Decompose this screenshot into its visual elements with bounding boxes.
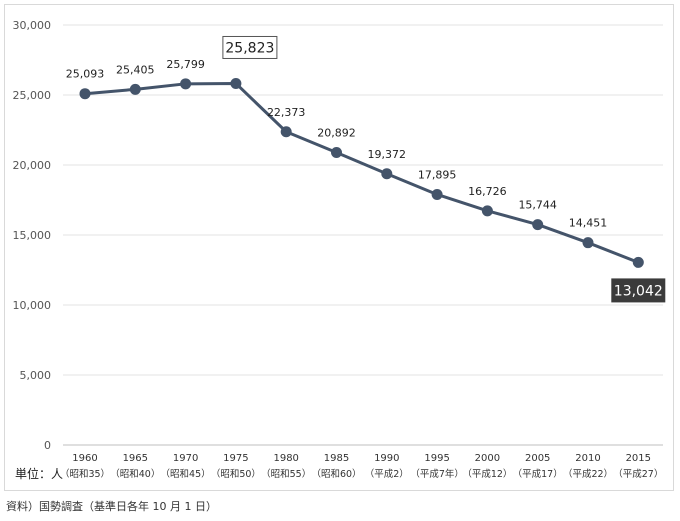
series-line xyxy=(84,81,639,264)
x-tick-sublabel: （昭和40） xyxy=(110,468,160,480)
source-note: 資料）国勢調査（基準日各年 10 月 1 日） xyxy=(6,500,217,513)
data-point xyxy=(129,83,141,95)
x-tick-label: 2010 xyxy=(575,453,600,464)
highlight-label-fill xyxy=(611,278,666,303)
x-tick-label: 1965 xyxy=(123,453,148,464)
data-point xyxy=(79,88,91,100)
x-tick-label: 1980 xyxy=(273,453,298,464)
x-tick-sublabel: （平成17） xyxy=(513,468,563,480)
x-tick-label: 1970 xyxy=(173,453,198,464)
x-axis-ticks: 1960 （昭和35） 1965 （昭和40） 1970 （昭和45） 1975 （昭和50）… xyxy=(60,453,663,480)
x-tick-label: 2005 xyxy=(525,453,550,464)
x-tick-label: 1990 xyxy=(374,453,399,464)
x-tick-sublabel: （平成22） xyxy=(563,468,613,480)
data-point xyxy=(532,219,544,231)
x-tick-sublabel: （昭和35） xyxy=(60,468,110,480)
data-point xyxy=(180,78,192,90)
data-label: 13,042 xyxy=(614,283,663,299)
x-tick-sublabel: （昭和45） xyxy=(161,468,211,480)
data-label: 16,726 xyxy=(468,185,507,198)
data-point xyxy=(280,126,292,138)
x-tick-sublabel: （昭和60） xyxy=(311,468,361,480)
data-label: 19,372 xyxy=(368,148,407,161)
x-tick-sublabel: （平成2） xyxy=(365,468,409,480)
data-label: 17,895 xyxy=(418,168,457,181)
data-point xyxy=(582,237,594,249)
unit-label: 単位：人 xyxy=(15,466,63,481)
y-axis-ticks: 0 5,000 10,000 15,000 20,000 25,000 30,000 xyxy=(13,19,52,452)
y-tick-label: 0 xyxy=(44,439,51,452)
data-points xyxy=(79,77,644,268)
population-line-chart: 0 5,000 10,000 15,000 20,000 25,000 30,000 196… xyxy=(13,19,666,481)
y-tick-label: 20,000 xyxy=(13,159,52,172)
y-tick-label: 25,000 xyxy=(13,89,52,102)
x-tick-sublabel: （昭和50） xyxy=(211,468,261,480)
data-label: 15,744 xyxy=(518,199,557,212)
highlight-label-box xyxy=(222,35,278,59)
x-tick-label: 2015 xyxy=(626,453,651,464)
data-label: 25,799 xyxy=(166,58,205,71)
x-tick-sublabel: （平成27） xyxy=(613,468,663,480)
data-point xyxy=(632,256,644,268)
y-tick-label: 10,000 xyxy=(13,299,52,312)
data-point xyxy=(381,168,393,180)
x-tick-label: 1975 xyxy=(223,453,248,464)
data-labels: 25,093 25,405 25,799 25,823 22,373 20,892 19,3… xyxy=(66,35,666,303)
chart-frame: 0 5,000 10,000 15,000 20,000 25,000 30,000 196… xyxy=(4,4,674,491)
x-tick-sublabel: （昭和55） xyxy=(261,468,311,480)
x-tick-label: 2000 xyxy=(475,453,500,464)
data-label: 25,405 xyxy=(116,63,155,76)
series-polyline xyxy=(84,81,639,264)
data-point xyxy=(230,77,242,89)
data-label: 20,892 xyxy=(317,127,356,140)
x-tick-label: 1985 xyxy=(324,453,349,464)
data-label: 22,373 xyxy=(267,106,306,119)
data-point xyxy=(431,188,443,200)
y-tick-label: 5,000 xyxy=(20,369,52,382)
x-tick-sublabel: （平成12） xyxy=(462,468,512,480)
x-tick-sublabel: （平成7年） xyxy=(410,468,464,480)
x-tick-label: 1995 xyxy=(424,453,449,464)
x-tick-label: 1960 xyxy=(72,453,97,464)
data-label: 25,093 xyxy=(66,68,105,81)
data-label: 14,451 xyxy=(569,217,608,230)
data-point xyxy=(331,147,342,159)
y-tick-label: 15,000 xyxy=(13,229,52,242)
data-point xyxy=(481,205,493,217)
data-label: 25,823 xyxy=(225,40,274,56)
y-tick-label: 30,000 xyxy=(13,19,52,32)
